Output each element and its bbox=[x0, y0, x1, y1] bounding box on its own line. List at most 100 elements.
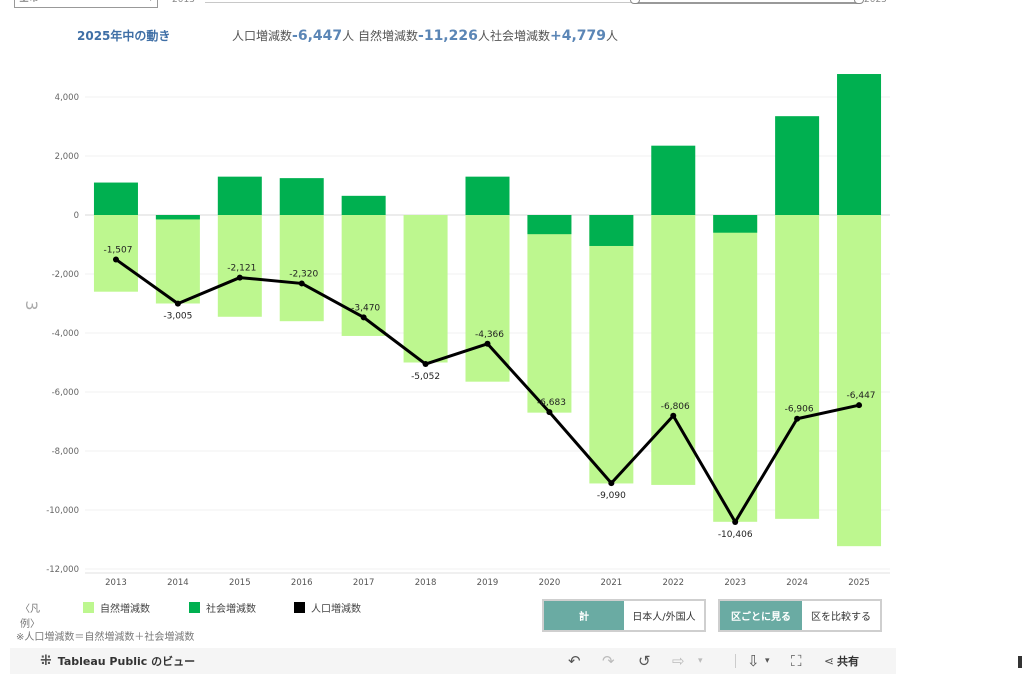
y-tick-label: 2,000 bbox=[55, 152, 79, 162]
area-select-value: 全市 bbox=[19, 0, 39, 4]
refresh-menu-chevron-icon[interactable]: ▾ bbox=[698, 656, 703, 666]
revert-icon[interactable]: ↺ bbox=[638, 652, 651, 670]
population-data-label: -6,806 bbox=[661, 402, 690, 412]
redo-icon[interactable]: ↷ bbox=[602, 652, 615, 670]
social-change-value: +4,779 bbox=[550, 28, 607, 44]
tableau-brand[interactable]: ⁜ Tableau Public のビュー bbox=[40, 653, 195, 669]
population-data-label: -3,005 bbox=[163, 312, 192, 322]
population-data-label: -2,121 bbox=[227, 264, 256, 274]
year-slider-max: 2025 bbox=[864, 0, 887, 5]
y-tick-label: -12,000 bbox=[46, 565, 79, 575]
natural-bar bbox=[465, 215, 510, 382]
by-ward-button[interactable]: 区ごとに見る bbox=[720, 601, 802, 630]
natural-change-value: -11,226 bbox=[418, 28, 478, 44]
social-bar bbox=[155, 215, 200, 220]
social-bar bbox=[589, 215, 634, 246]
legend-header: 〈凡例〉 bbox=[20, 604, 40, 630]
tableau-toolbar: ⁜ Tableau Public のビュー ↶ ↷ ↺ ⇨ ▾ ⇩ ▾ ⛶ ⋖ … bbox=[10, 648, 896, 674]
legend-swatch-natural bbox=[83, 602, 94, 613]
view-toggle: 区ごとに見る 区を比較する bbox=[718, 599, 882, 632]
x-tick-label: 2023 bbox=[724, 578, 746, 588]
year-slider-track[interactable] bbox=[205, 2, 855, 3]
x-tick-label: 2020 bbox=[539, 578, 561, 588]
population-data-label: -1,507 bbox=[103, 245, 132, 255]
x-tick-label: 2022 bbox=[662, 578, 684, 588]
population-data-label: -5,052 bbox=[411, 372, 440, 382]
natural-bar bbox=[589, 215, 634, 484]
natural-bar bbox=[155, 215, 200, 304]
legend-label-natural: 自然増減数 bbox=[100, 604, 150, 615]
social-change-stat: 社会増減数+4,779人 bbox=[490, 27, 618, 44]
population-point bbox=[236, 274, 243, 281]
social-bar bbox=[93, 182, 138, 215]
population-point bbox=[546, 409, 553, 416]
area-select[interactable]: 全市 ▾ bbox=[14, 0, 158, 8]
compare-wards-button[interactable]: 区を比較する bbox=[811, 612, 871, 623]
population-point bbox=[608, 480, 615, 487]
y-tick-label: -8,000 bbox=[52, 447, 79, 457]
legend-item-population: 人口増減数 bbox=[294, 600, 361, 615]
year-slider-handle-end[interactable] bbox=[854, 0, 864, 4]
download-menu-chevron-icon[interactable]: ▾ bbox=[765, 656, 770, 666]
pop-change-label: 人口増減数 bbox=[232, 29, 293, 43]
population-point bbox=[484, 340, 491, 347]
x-tick-label: 2017 bbox=[353, 578, 375, 588]
natural-change-label: 自然増減数 bbox=[358, 29, 419, 43]
y-tick-label: -6,000 bbox=[52, 388, 79, 398]
legend-label-social: 社会増減数 bbox=[206, 604, 256, 615]
y-tick-label: 0 bbox=[74, 211, 79, 221]
x-tick-label: 2013 bbox=[105, 578, 127, 588]
legend-swatch-social bbox=[189, 602, 200, 613]
formula-note: ※人口増減数＝自然増減数＋社会増減数 bbox=[16, 632, 195, 643]
legend-label-population: 人口増減数 bbox=[311, 604, 361, 615]
natural-bar bbox=[403, 215, 448, 363]
population-change-chart: 4,000 2,000 0 -2,000 -4,000 -6,000 -8,000 -10,0… bbox=[22, 74, 890, 588]
fullscreen-icon[interactable]: ⛶ bbox=[791, 652, 802, 670]
x-tick-label: 2019 bbox=[477, 578, 499, 588]
population-point bbox=[794, 415, 801, 422]
y-tick-label: -10,000 bbox=[46, 506, 79, 516]
population-point bbox=[732, 518, 739, 525]
population-data-label: -6,447 bbox=[847, 391, 876, 401]
social-change-unit: 人 bbox=[606, 29, 619, 43]
legend-item-social: 社会増減数 bbox=[189, 600, 256, 615]
x-tick-label: 2024 bbox=[786, 578, 808, 588]
jp-foreign-toggle-button[interactable]: 日本人/外国人 bbox=[632, 612, 696, 623]
pop-change-unit: 人 bbox=[342, 29, 355, 43]
x-tick-label: 2021 bbox=[601, 578, 623, 588]
natural-bar bbox=[837, 215, 882, 547]
social-bar bbox=[341, 195, 386, 215]
share-icon[interactable]: ⋖ bbox=[824, 654, 835, 668]
total-toggle-button[interactable]: 計 bbox=[544, 601, 624, 630]
population-data-label: -3,470 bbox=[351, 303, 380, 313]
edge-marker bbox=[1018, 656, 1022, 668]
share-button[interactable]: 共有 bbox=[837, 655, 859, 668]
population-point bbox=[298, 280, 305, 287]
filter-bar: 全市 ▾ 2013 2025 bbox=[0, 0, 1024, 12]
x-tick-label: 2018 bbox=[415, 578, 437, 588]
social-bar bbox=[527, 215, 572, 235]
population-point bbox=[112, 256, 119, 263]
undo-icon[interactable]: ↶ bbox=[568, 652, 581, 670]
tableau-brand-label: Tableau Public のビュー bbox=[57, 655, 196, 668]
population-data-label: -6,683 bbox=[537, 398, 566, 408]
x-tick-label: 2015 bbox=[229, 578, 251, 588]
year-slider-range bbox=[634, 2, 859, 4]
chevron-down-icon: ▾ bbox=[148, 0, 153, 6]
population-point bbox=[670, 412, 677, 419]
refresh-icon[interactable]: ⇨ bbox=[672, 652, 685, 670]
social-change-label: 社会増減数 bbox=[490, 29, 551, 43]
social-bar bbox=[775, 116, 820, 215]
social-bar bbox=[837, 74, 882, 215]
y-axis-label: 3 bbox=[22, 300, 41, 310]
social-bar bbox=[217, 176, 262, 215]
download-icon[interactable]: ⇩ bbox=[747, 652, 760, 670]
population-point bbox=[174, 300, 181, 307]
natural-bar bbox=[93, 215, 138, 292]
population-data-label: -9,090 bbox=[597, 491, 626, 501]
natural-bar bbox=[217, 215, 262, 317]
social-bar bbox=[465, 176, 510, 215]
population-point bbox=[422, 361, 429, 368]
toolbar-divider bbox=[735, 654, 736, 668]
x-tick-label: 2025 bbox=[848, 578, 870, 588]
